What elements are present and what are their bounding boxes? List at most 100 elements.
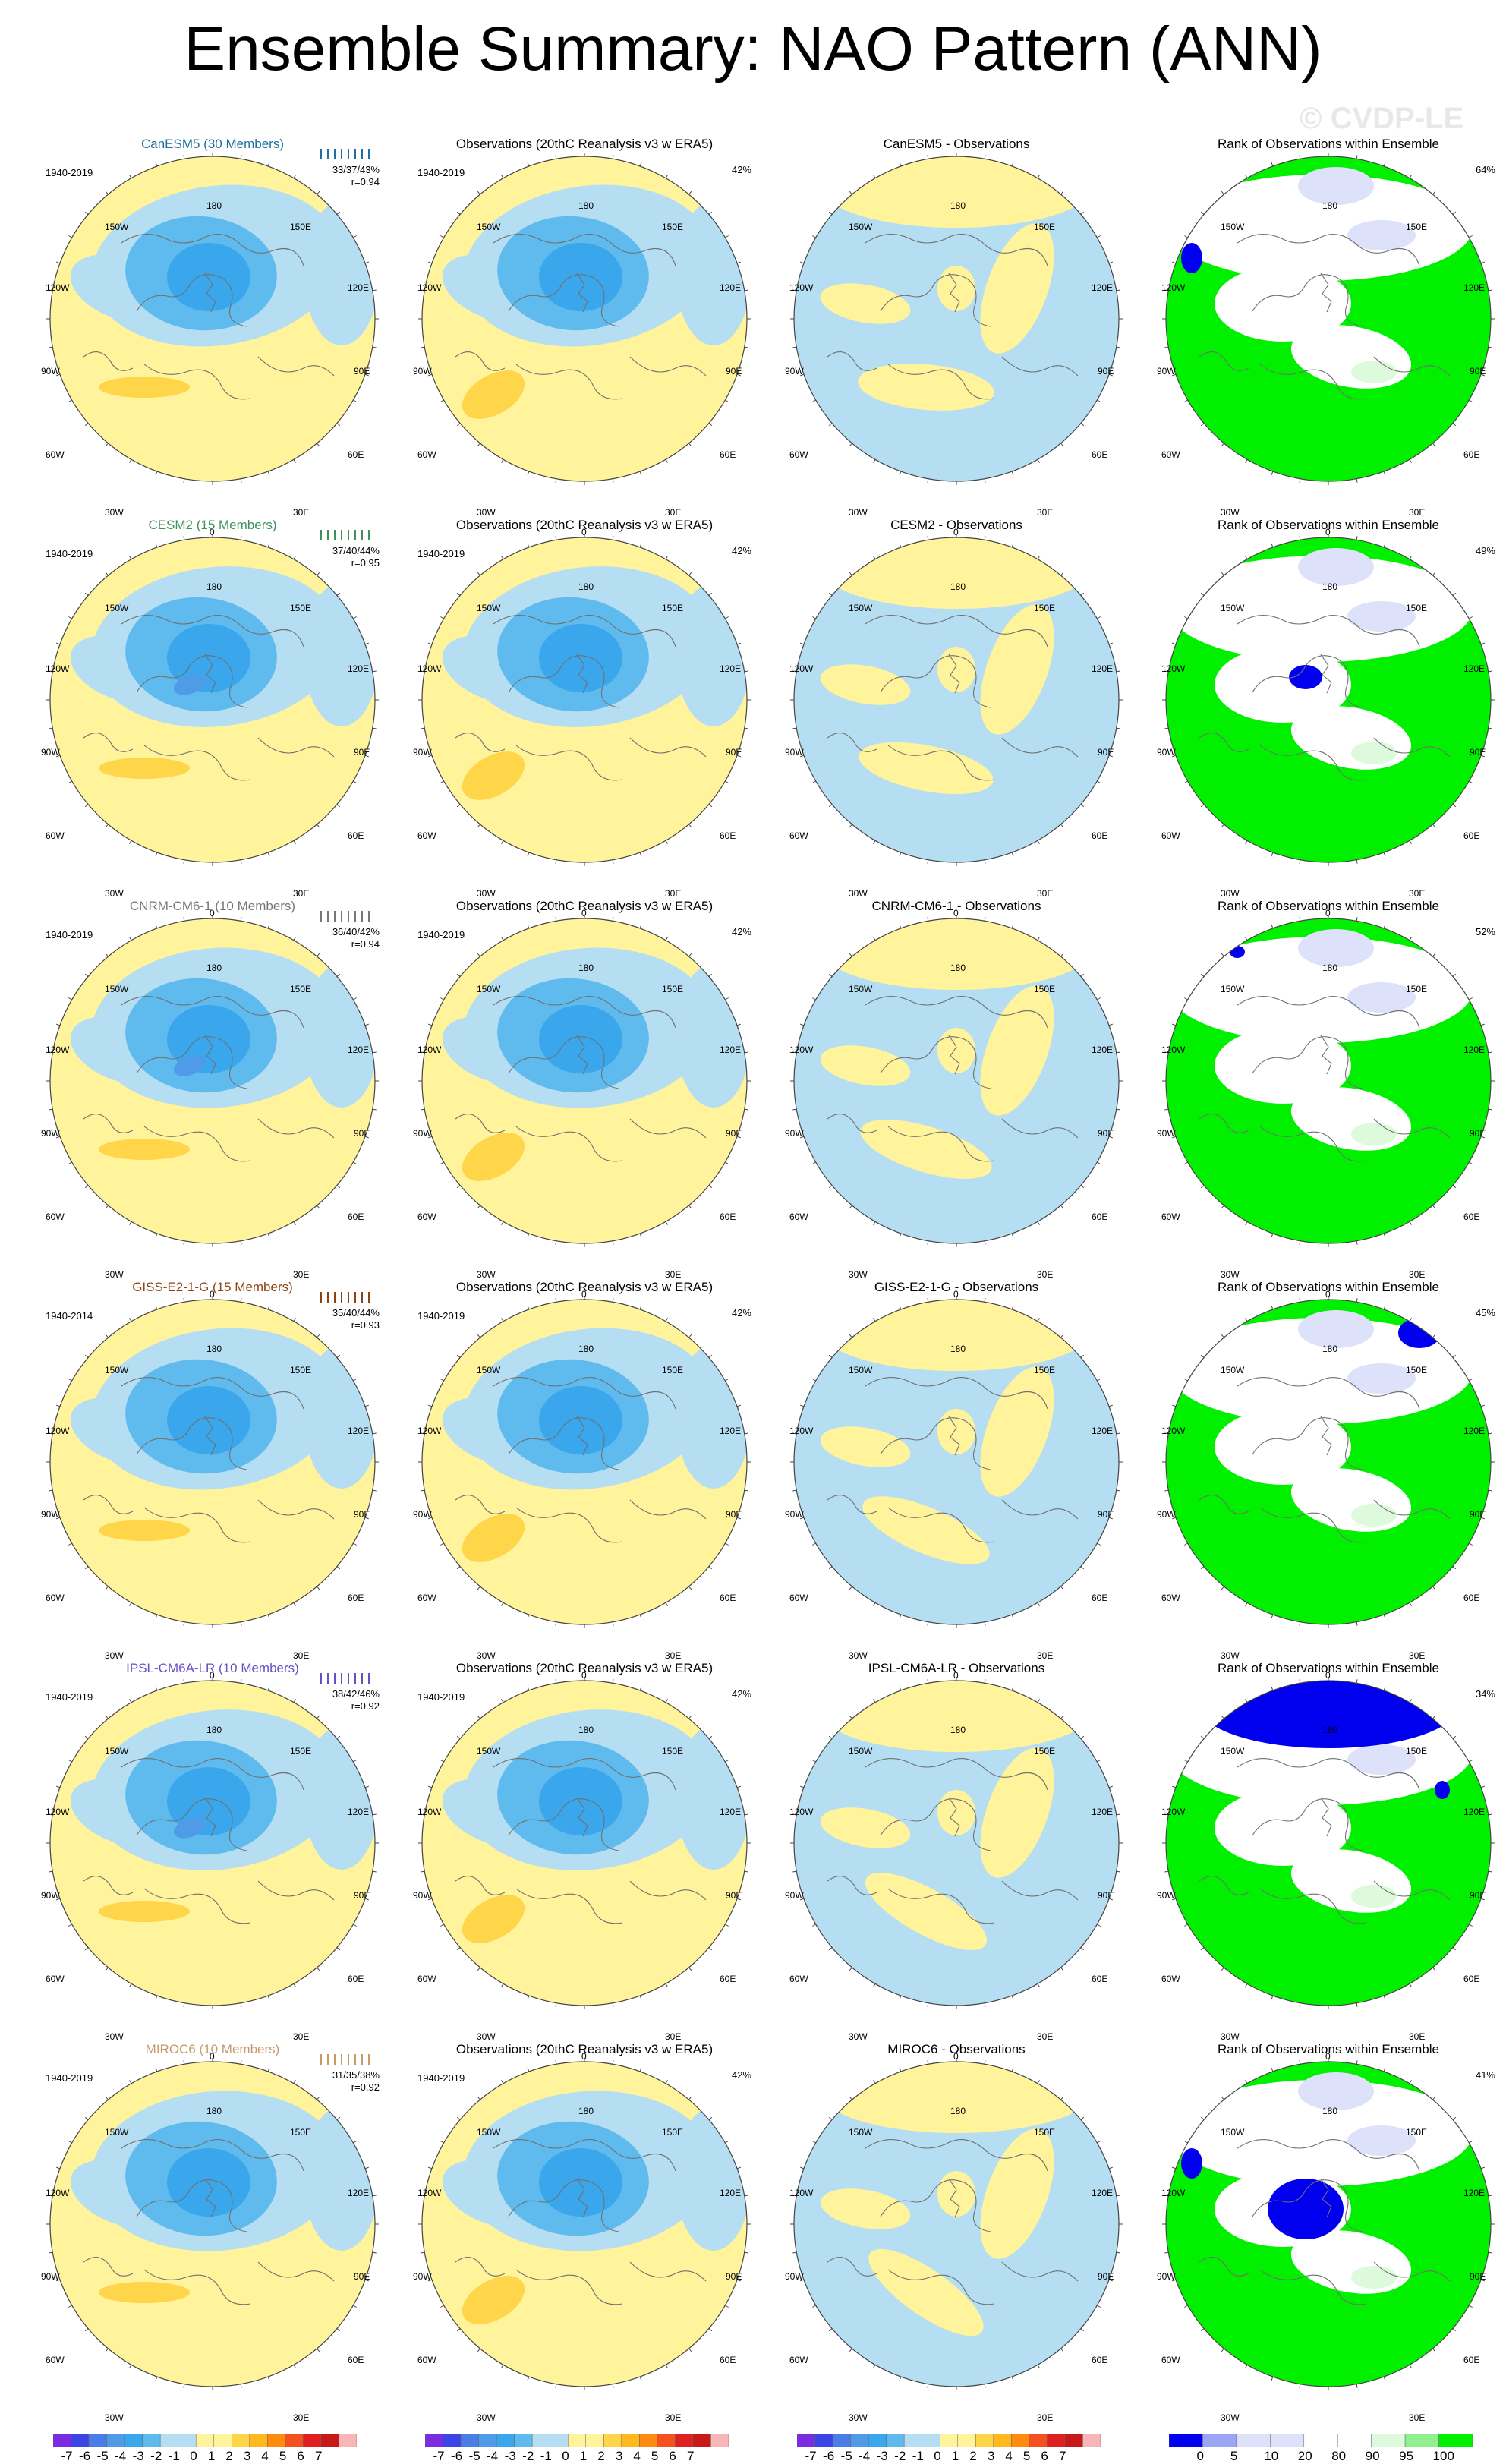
lon-label: 30W <box>477 1650 496 1661</box>
coastline <box>455 2257 506 2277</box>
lon-tick <box>1245 1699 1248 1703</box>
lon-label: 0 <box>953 908 959 918</box>
rank-mid-region <box>1351 742 1397 764</box>
colorbar-tick-label: 7 <box>314 2449 323 2463</box>
lon-tick <box>792 670 797 673</box>
colorbar-tick-label: 6 <box>297 2449 304 2463</box>
lon-tick <box>688 824 692 828</box>
lon-label: 150E <box>1034 1365 1056 1375</box>
lon-tick <box>725 616 729 619</box>
lon-tick <box>428 1517 433 1520</box>
lon-tick <box>1108 2279 1113 2282</box>
colorbar-tick-label: 5 <box>1230 2449 1238 2463</box>
lon-tick <box>1271 544 1274 548</box>
rank-low-extreme <box>1398 1318 1441 1348</box>
lon-tick <box>688 1586 692 1590</box>
lon-tick <box>1452 1185 1457 1189</box>
lon-tick <box>155 471 158 475</box>
lon-label: 150E <box>662 1365 684 1375</box>
lon-label: 150E <box>1406 1365 1428 1375</box>
lon-tick <box>1200 2116 1205 2120</box>
coastline <box>629 1880 707 1901</box>
lon-tick <box>800 261 805 264</box>
lon-tick <box>1432 191 1436 195</box>
lon-tick <box>725 1379 729 1382</box>
lon-tick <box>267 1687 270 1691</box>
lon-tick <box>1164 1432 1169 1435</box>
lon-label: 120W <box>417 2188 442 2198</box>
lon-label: 60W <box>789 830 808 841</box>
rank-mid-region <box>1169 2080 1473 2186</box>
lon-label: 120E <box>1092 1426 1114 1436</box>
colorbar-tick-label: -1 <box>540 2449 552 2463</box>
colorbar-swatch <box>531 2434 550 2447</box>
coastline <box>948 654 960 694</box>
lon-tick <box>501 175 504 178</box>
lon-label: 120W <box>46 663 70 674</box>
lon-tick <box>688 443 692 447</box>
lon-label: 150E <box>1034 222 1056 232</box>
lon-tick <box>1221 1205 1224 1209</box>
lon-label: 150W <box>849 222 873 232</box>
model-period: 1940-2019 <box>46 167 93 178</box>
positive-diff-region <box>860 1120 992 1179</box>
polar-map <box>418 1677 751 2009</box>
lon-tick <box>1356 1298 1358 1303</box>
lon-tick <box>665 2365 668 2368</box>
lon-tick <box>736 1136 741 1139</box>
obs-period: 1940-2019 <box>417 1691 465 1703</box>
colorbar-swatch <box>478 2434 497 2447</box>
lon-tick <box>501 556 504 559</box>
lon-label: 120W <box>46 2188 70 2198</box>
coastline <box>1237 996 1420 1029</box>
lon-label: 90W <box>785 1128 804 1139</box>
lon-label: 90W <box>413 2271 432 2282</box>
negative-anomaly-core <box>167 1005 250 1073</box>
lon-tick <box>1480 755 1485 758</box>
lon-label: 180 <box>1322 963 1338 973</box>
lon-label: 120W <box>1161 1426 1186 1436</box>
colorbar-swatch <box>1337 2434 1372 2447</box>
lon-tick <box>68 399 72 402</box>
lon-tick <box>1480 2279 1485 2282</box>
map-panel-r3-c3: 180 150W 150E 120W 120E 90W 90E 60W 60E 30W 30E 0 Ra… <box>1146 1257 1506 1681</box>
coastline <box>83 1114 134 1133</box>
lon-label: 30E <box>293 507 310 518</box>
lon-tick <box>129 1602 132 1606</box>
lon-label: 60W <box>46 449 65 460</box>
lon-tick <box>56 1404 61 1407</box>
lon-label: 90W <box>413 747 432 758</box>
lon-tick <box>1037 1221 1040 1225</box>
colorbar-swatch <box>1236 2434 1271 2447</box>
lon-tick <box>1356 2002 1358 2007</box>
coastline <box>948 273 960 313</box>
lon-tick <box>1116 727 1120 729</box>
lon-tick <box>1164 2195 1169 2197</box>
pattern-correlation: r=0.92 <box>351 2081 380 2093</box>
lon-tick <box>1164 1489 1169 1492</box>
lon-tick <box>1011 1233 1014 1237</box>
lon-tick <box>725 399 729 402</box>
coastline <box>121 1377 304 1410</box>
coastline <box>880 274 991 327</box>
lon-tick <box>665 840 668 844</box>
coastline <box>508 1798 619 1851</box>
colorbar-tick-label: 80 <box>1331 2449 1347 2463</box>
lon-tick <box>293 2365 296 2368</box>
lon-tick <box>1480 373 1485 377</box>
colorbar-swatch <box>88 2434 107 2447</box>
positive-anomaly-core <box>99 2282 190 2303</box>
coastline <box>493 615 676 648</box>
lon-label: 120W <box>46 1426 70 1436</box>
model-stats: 37/40/44% r=0.95 <box>281 545 380 569</box>
lon-tick <box>665 937 668 941</box>
lon-label: 90E <box>1470 1890 1486 1901</box>
lon-tick <box>49 727 53 729</box>
colorbar-swatch <box>443 2434 462 2447</box>
lon-tick <box>1172 755 1177 758</box>
lon-tick <box>372 2251 376 2254</box>
coastline <box>204 1035 216 1075</box>
lon-tick <box>1480 1517 1485 1520</box>
lon-tick <box>1184 997 1188 1000</box>
lon-tick <box>1060 1715 1064 1719</box>
